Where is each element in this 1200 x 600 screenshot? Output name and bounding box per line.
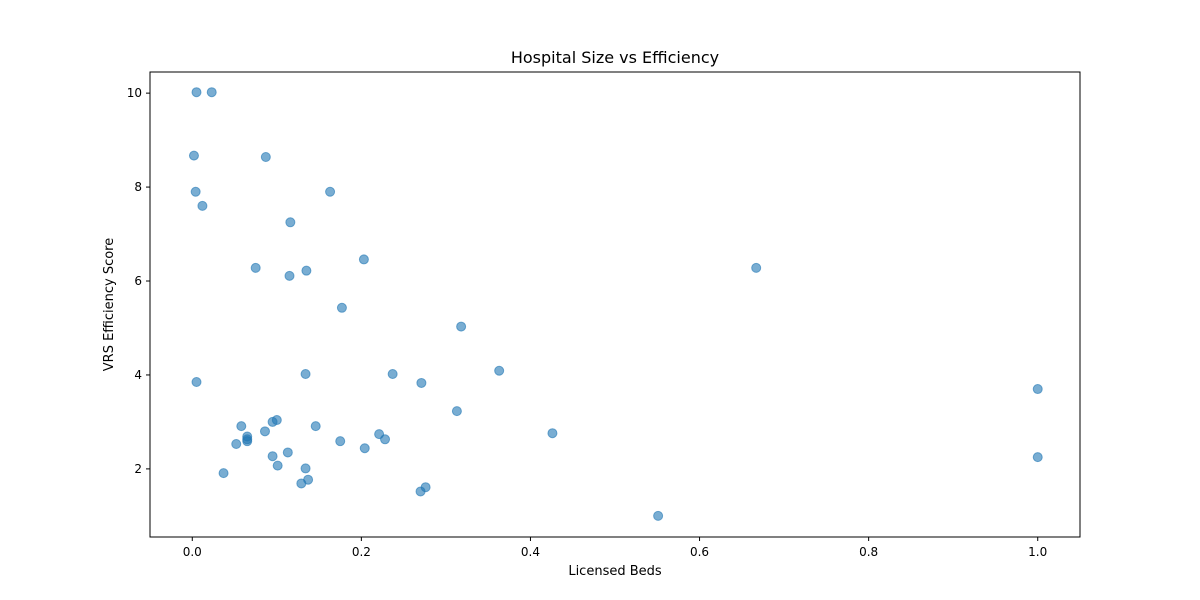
data-point	[451, 406, 462, 417]
data-point	[296, 478, 307, 489]
data-point	[242, 436, 253, 447]
data-point	[231, 439, 242, 449]
data-point	[236, 421, 247, 432]
data-point	[259, 426, 270, 437]
y-tick-label: 6	[134, 274, 142, 288]
data-point	[301, 265, 312, 276]
data-point	[250, 262, 261, 273]
x-axis-label: Licensed Beds	[568, 564, 662, 579]
data-point	[206, 87, 217, 98]
data-point	[284, 270, 295, 281]
data-point	[416, 377, 427, 388]
y-tick-label: 8	[134, 180, 142, 194]
data-point	[271, 415, 282, 426]
data-point	[325, 186, 336, 197]
data-point	[456, 321, 467, 332]
x-tick-label: 0.8	[859, 545, 878, 559]
data-point	[359, 443, 370, 454]
data-point	[1032, 452, 1043, 463]
x-tick-label: 0.4	[521, 545, 540, 559]
data-point	[282, 447, 293, 458]
data-point	[218, 468, 229, 479]
data-point	[387, 369, 398, 380]
data-point	[415, 486, 426, 497]
data-point	[751, 262, 762, 273]
data-point	[191, 377, 202, 387]
y-tick-label: 2	[134, 462, 142, 476]
data-point	[267, 451, 278, 462]
data-point	[300, 463, 311, 474]
data-point	[653, 510, 664, 521]
data-point	[336, 302, 347, 313]
data-point	[380, 434, 391, 445]
data-point	[300, 369, 311, 380]
y-tick-label: 10	[127, 86, 142, 100]
data-point	[272, 460, 283, 471]
plot-frame	[149, 71, 1081, 538]
data-point	[260, 152, 271, 163]
data-point	[197, 200, 208, 211]
data-point	[191, 87, 202, 98]
data-point	[547, 428, 558, 439]
x-tick-label: 0.0	[183, 545, 202, 559]
x-tick-label: 0.6	[690, 545, 709, 559]
chart-title: Hospital Size vs Efficiency	[511, 48, 719, 67]
y-axis-label: VRS Efficiency Score	[102, 238, 117, 371]
data-point	[190, 186, 201, 197]
data-point	[335, 436, 346, 447]
data-point	[494, 365, 505, 376]
y-tick-label: 4	[134, 368, 142, 382]
x-axis-ticks: 0.0 0.2 0.4 0.6 0.8 1.0	[183, 537, 1047, 559]
x-tick-label: 0.2	[352, 545, 371, 559]
data-point	[1032, 384, 1043, 395]
data-point	[310, 421, 321, 432]
data-points	[188, 87, 1043, 521]
data-point	[358, 254, 369, 265]
y-axis-ticks: 2 4 6 8 10	[127, 86, 150, 476]
x-tick-label: 1.0	[1028, 545, 1047, 559]
data-point	[285, 217, 296, 228]
data-point	[188, 150, 199, 161]
